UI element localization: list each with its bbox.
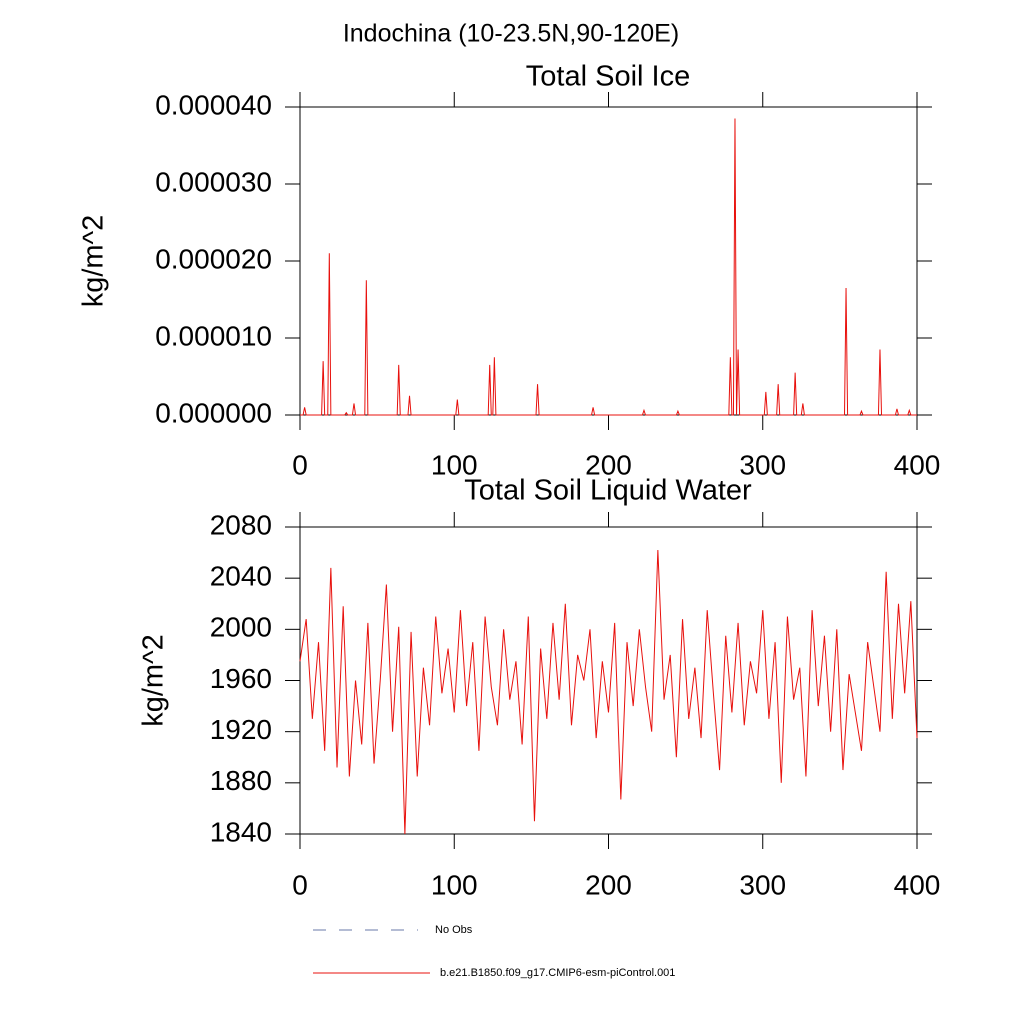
x-tick-label: 200 (585, 449, 632, 480)
y-tick-label: 0.000030 (155, 166, 272, 197)
chart-title: Total Soil Liquid Water (464, 475, 752, 507)
data-line (300, 118, 917, 416)
y-tick-label: 1920 (210, 714, 272, 745)
x-tick-label: 200 (585, 869, 632, 900)
y-tick-label: 2080 (210, 509, 272, 540)
x-tick-label: 100 (431, 869, 478, 900)
x-tick-label: 300 (739, 869, 786, 900)
plot-frame (299, 106, 918, 416)
x-tick-label: 300 (739, 449, 786, 480)
y-tick-label: 0.000010 (155, 320, 272, 351)
y-tick-label: 0.000000 (155, 397, 272, 428)
x-tick-label: 0 (292, 869, 308, 900)
y-axis-label: kg/m^2 (138, 634, 170, 727)
y-tick-label: 1880 (210, 765, 272, 796)
data-line (299, 549, 918, 835)
y-tick-label: 0.000040 (155, 89, 272, 120)
chart-title: Total Soil Ice (526, 61, 690, 93)
plot-frame (299, 526, 918, 835)
y-tick-label: 2040 (210, 561, 272, 592)
y-tick-label: 1840 (210, 816, 272, 847)
y-tick-label: 2000 (210, 612, 272, 643)
y-tick-label: 1960 (210, 663, 272, 694)
y-axis-label: kg/m^2 (78, 215, 110, 308)
legend-label: b.e21.B1850.f09_g17.CMIP6-esm-piControl.… (440, 967, 675, 979)
x-tick-label: 0 (292, 449, 308, 480)
x-tick-label: 400 (894, 869, 941, 900)
legend-label: No Obs (435, 924, 473, 936)
x-tick-label: 400 (894, 449, 941, 480)
y-tick-label: 0.000020 (155, 243, 272, 274)
figure-title: Indochina (10-23.5N,90-120E) (343, 20, 679, 48)
x-tick-label: 100 (431, 449, 478, 480)
